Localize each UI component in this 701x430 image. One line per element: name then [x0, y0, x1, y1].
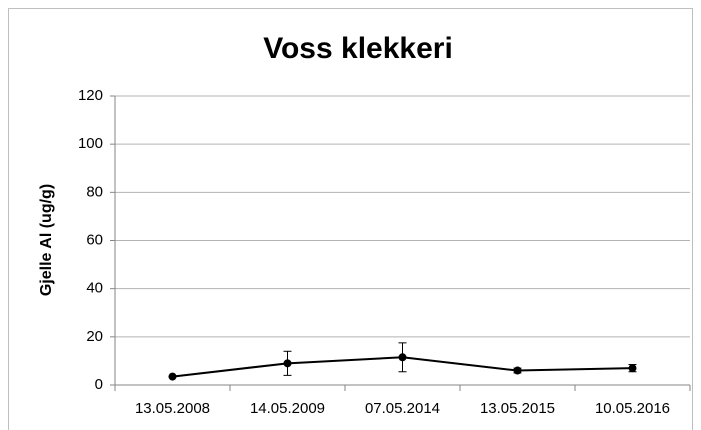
- data-point: [398, 353, 407, 362]
- chart-border: [8, 8, 693, 430]
- x-tick-label: 13.05.2015: [480, 400, 555, 417]
- y-tick-label: 60: [86, 231, 103, 248]
- data-point: [513, 366, 522, 375]
- x-tick-label: 07.05.2014: [365, 400, 440, 417]
- y-tick-label: 20: [86, 328, 103, 345]
- x-tick-label: 10.05.2016: [595, 400, 670, 417]
- y-tick-label: 100: [78, 135, 103, 152]
- data-point: [168, 372, 177, 381]
- x-tick-label: 13.05.2008: [135, 400, 210, 417]
- chart-title: Voss klekkeri: [263, 32, 453, 65]
- x-tick-label: 14.05.2009: [250, 400, 325, 417]
- data-point: [283, 359, 292, 368]
- y-tick-label: 80: [86, 183, 103, 200]
- y-tick-label: 40: [86, 280, 103, 297]
- data-point: [628, 364, 637, 373]
- y-tick-label: 0: [95, 376, 103, 393]
- y-axis-title: Gjelle Al (ug/g): [38, 184, 55, 296]
- y-tick-label: 120: [78, 87, 103, 104]
